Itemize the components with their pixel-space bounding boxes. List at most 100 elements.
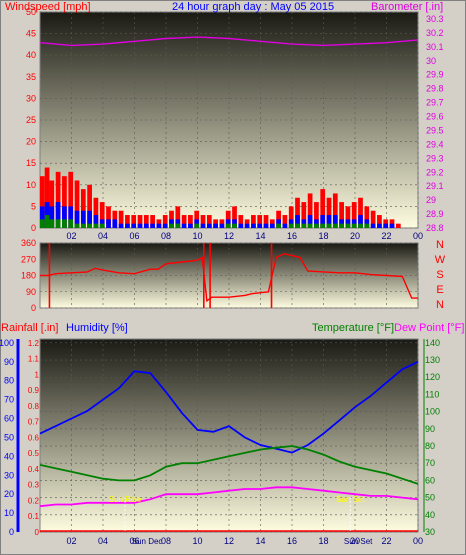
wind-bar-gust_blue bbox=[80, 210, 86, 228]
wind-bar-wind bbox=[263, 215, 269, 228]
hum-y-tick: 0 bbox=[9, 527, 14, 537]
wind-bar-wind bbox=[307, 193, 313, 228]
rain-y-tick: 0.8 bbox=[28, 402, 40, 411]
wind-bar-wind bbox=[282, 215, 288, 228]
baro-y-tick: 29.6 bbox=[426, 112, 444, 122]
thermo-x-tick: 06 bbox=[129, 536, 139, 546]
wind-y-tick: 0 bbox=[31, 223, 36, 233]
wind-bar-wind bbox=[339, 202, 344, 228]
hum-y-tick: 70 bbox=[4, 395, 14, 405]
wind-bar-gust_green bbox=[49, 219, 55, 228]
wind-bar-wind bbox=[118, 210, 124, 228]
rain-y-tick: 0.6 bbox=[28, 433, 40, 442]
wind-bar-gust_green bbox=[307, 223, 313, 228]
wind-bar-gust_blue bbox=[125, 223, 130, 228]
wind-bar-wind bbox=[257, 215, 263, 228]
thermo-x-tick: 02 bbox=[66, 536, 76, 546]
wind-bar-gust_blue bbox=[389, 223, 395, 228]
sun-set-label: Sun Set bbox=[344, 537, 373, 546]
rain-y-tick: 0.1 bbox=[28, 512, 40, 521]
temp-y-tick: 80 bbox=[425, 441, 435, 451]
dir-y-tick: 180 bbox=[21, 271, 36, 281]
wind-bar-gust_blue bbox=[181, 223, 187, 228]
wind-bar-gust_green bbox=[288, 223, 294, 228]
wind-y-tick: 40 bbox=[26, 50, 36, 60]
wind-bar-gust_green bbox=[326, 223, 332, 228]
wind-bar-wind bbox=[106, 206, 111, 228]
thermo-x-tick: 20 bbox=[350, 536, 360, 546]
baro-y-tick: 30 bbox=[426, 56, 436, 66]
wind-bar-gust_green bbox=[74, 223, 80, 228]
temp-y-tick: 140 bbox=[425, 338, 440, 348]
wind-bar-gust_blue bbox=[370, 223, 376, 228]
hum-y-tick: 30 bbox=[4, 470, 14, 480]
temp-y-tick: 130 bbox=[425, 355, 440, 365]
wind-x-tick: 04 bbox=[98, 231, 108, 241]
wind-bar-wind bbox=[320, 189, 326, 228]
wind-bar-wind bbox=[370, 210, 376, 228]
wind-bar-gust_green bbox=[232, 223, 237, 228]
wind-bar-wind bbox=[345, 206, 351, 228]
wind-y-tick: 10 bbox=[26, 180, 36, 190]
wind-bar-wind bbox=[80, 189, 86, 228]
thermo-x-tick: 08 bbox=[161, 536, 171, 546]
wind-y-tick: 25 bbox=[26, 115, 36, 125]
wind-bar-gust_blue bbox=[118, 223, 124, 228]
baro-y-tick: 30.3 bbox=[426, 14, 444, 24]
wind-bar-gust_blue bbox=[282, 223, 288, 228]
wind-left-label: Windspeed [mph] bbox=[5, 1, 91, 13]
humidity-line bbox=[39, 360, 419, 454]
wind-x-tick: 02 bbox=[66, 231, 76, 241]
dir-y-tick: 90 bbox=[26, 287, 36, 297]
rain-y-tick: 0.4 bbox=[28, 465, 40, 474]
hum-y-tick: 50 bbox=[4, 432, 14, 442]
temp-y-tick: 60 bbox=[425, 475, 435, 485]
baro-y-tick: 29.7 bbox=[426, 98, 444, 108]
wind-bar-wind bbox=[188, 215, 193, 228]
thermo-x-tick: 00 bbox=[413, 536, 423, 546]
wind-bar-wind bbox=[206, 215, 212, 228]
wind-x-tick: 12 bbox=[224, 231, 234, 241]
baro-y-tick: 28.8 bbox=[426, 223, 444, 233]
graph-title: 24 hour graph day : May 05 2015 bbox=[172, 1, 334, 13]
hum-y-tick: 20 bbox=[4, 489, 14, 499]
wind-bar-wind bbox=[40, 176, 45, 228]
wind-bar-wind bbox=[377, 215, 382, 228]
wind-bar-gust_blue bbox=[263, 223, 269, 228]
wind-bar-wind bbox=[68, 171, 74, 228]
wind-bar-gust_blue bbox=[383, 223, 389, 228]
temp-y-tick: 110 bbox=[425, 389, 439, 399]
wind-bar-wind bbox=[295, 197, 300, 228]
wind-x-tick: 10 bbox=[192, 231, 202, 241]
sun-label: Sun Set bbox=[336, 495, 365, 504]
wind-bar-gust_blue bbox=[320, 215, 326, 228]
wind-bar-gust_blue bbox=[307, 215, 313, 228]
wind-bar-wind bbox=[351, 202, 357, 228]
wind-bar-gust_blue bbox=[358, 215, 363, 228]
wind-bar-wind bbox=[288, 206, 294, 228]
wind-bar-gust_green bbox=[339, 223, 344, 228]
wind-bar-wind bbox=[251, 215, 256, 228]
hum-y-tick: 10 bbox=[4, 508, 14, 518]
wind-bar-wind bbox=[200, 215, 206, 228]
wind-y-tick: 5 bbox=[31, 201, 36, 211]
temp-y-tick: 120 bbox=[425, 372, 440, 382]
temp-y-tick: 30 bbox=[425, 527, 435, 537]
wind-bar-gust_green bbox=[68, 219, 74, 228]
temp-y-tick: 90 bbox=[425, 424, 435, 434]
wind-bar-gust_green bbox=[175, 223, 181, 228]
wind-bar-gust_green bbox=[358, 223, 363, 228]
thermo-x-tick: 18 bbox=[318, 536, 328, 546]
wind-bar-gust_blue bbox=[295, 215, 300, 228]
compass-label: N bbox=[436, 239, 444, 251]
wind-bar-gust_blue bbox=[219, 223, 225, 228]
wind-bar-wind bbox=[62, 176, 67, 228]
baro-y-tick: 29.4 bbox=[426, 139, 444, 149]
wind-bar-wind bbox=[232, 206, 237, 228]
wind-bar-wind bbox=[150, 215, 155, 228]
temp-y-tick: 50 bbox=[425, 493, 435, 503]
wind-bar-gust_blue bbox=[74, 210, 80, 228]
rain-y-tick: 1 bbox=[35, 370, 40, 379]
wind-bar-wind bbox=[395, 223, 401, 228]
